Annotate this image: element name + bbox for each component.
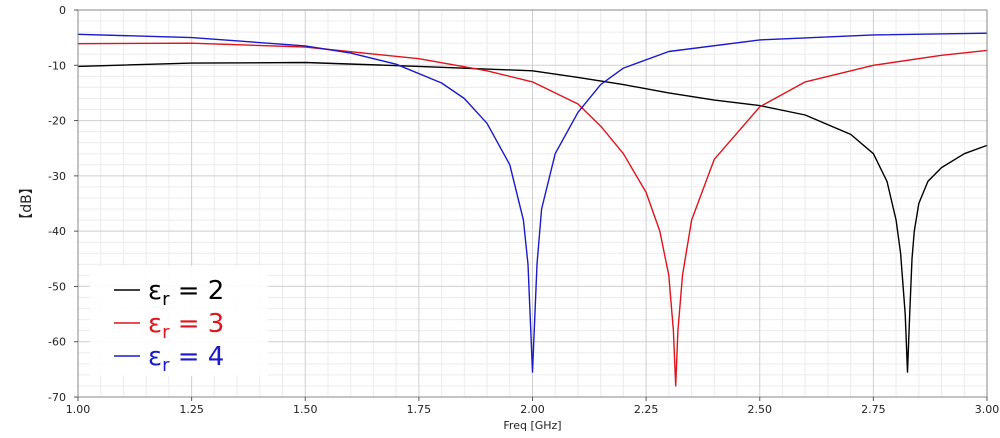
x-tick-label: 2.00 [520, 403, 545, 416]
x-tick-label: 2.25 [634, 403, 659, 416]
y-tick-label: -60 [48, 336, 66, 349]
x-tick-label: 1.50 [293, 403, 318, 416]
legend-background [90, 266, 268, 376]
x-tick-label: 2.50 [748, 403, 773, 416]
x-tick-label: 1.25 [179, 403, 204, 416]
y-tick-label: -40 [48, 225, 66, 238]
series-lines [77, 32, 988, 387]
y-tick-label: -50 [48, 280, 66, 293]
x-tick-label: 1.00 [66, 403, 91, 416]
y-tick-label: -10 [48, 59, 66, 72]
series-line-3 [77, 32, 988, 373]
y-tick-label: -20 [48, 115, 66, 128]
legend-label-1: εr = 2 [148, 276, 224, 310]
legend-label-2: εr = 3 [148, 309, 224, 343]
x-tick-label: 2.75 [861, 403, 886, 416]
legend: εr = 2εr = 3εr = 4 [90, 266, 268, 376]
x-tick-label: 1.75 [407, 403, 432, 416]
x-axis-label: Freq [GHz] [503, 419, 561, 432]
legend-label-3: εr = 4 [148, 342, 224, 376]
axis-ticks: 1.00 1.25 1.50 1.75 2.00 2.25 2.50 2.75 3.00 0 -10… [48, 4, 999, 416]
series-line-1 [77, 61, 988, 373]
y-tick-label: -30 [48, 170, 66, 183]
y-tick-label: -70 [48, 391, 66, 404]
y-tick-label: 0 [59, 4, 66, 17]
series-line-2 [77, 42, 988, 387]
x-tick-label: 3.00 [975, 403, 1000, 416]
y-axis-label: 【dB】 [19, 180, 35, 227]
